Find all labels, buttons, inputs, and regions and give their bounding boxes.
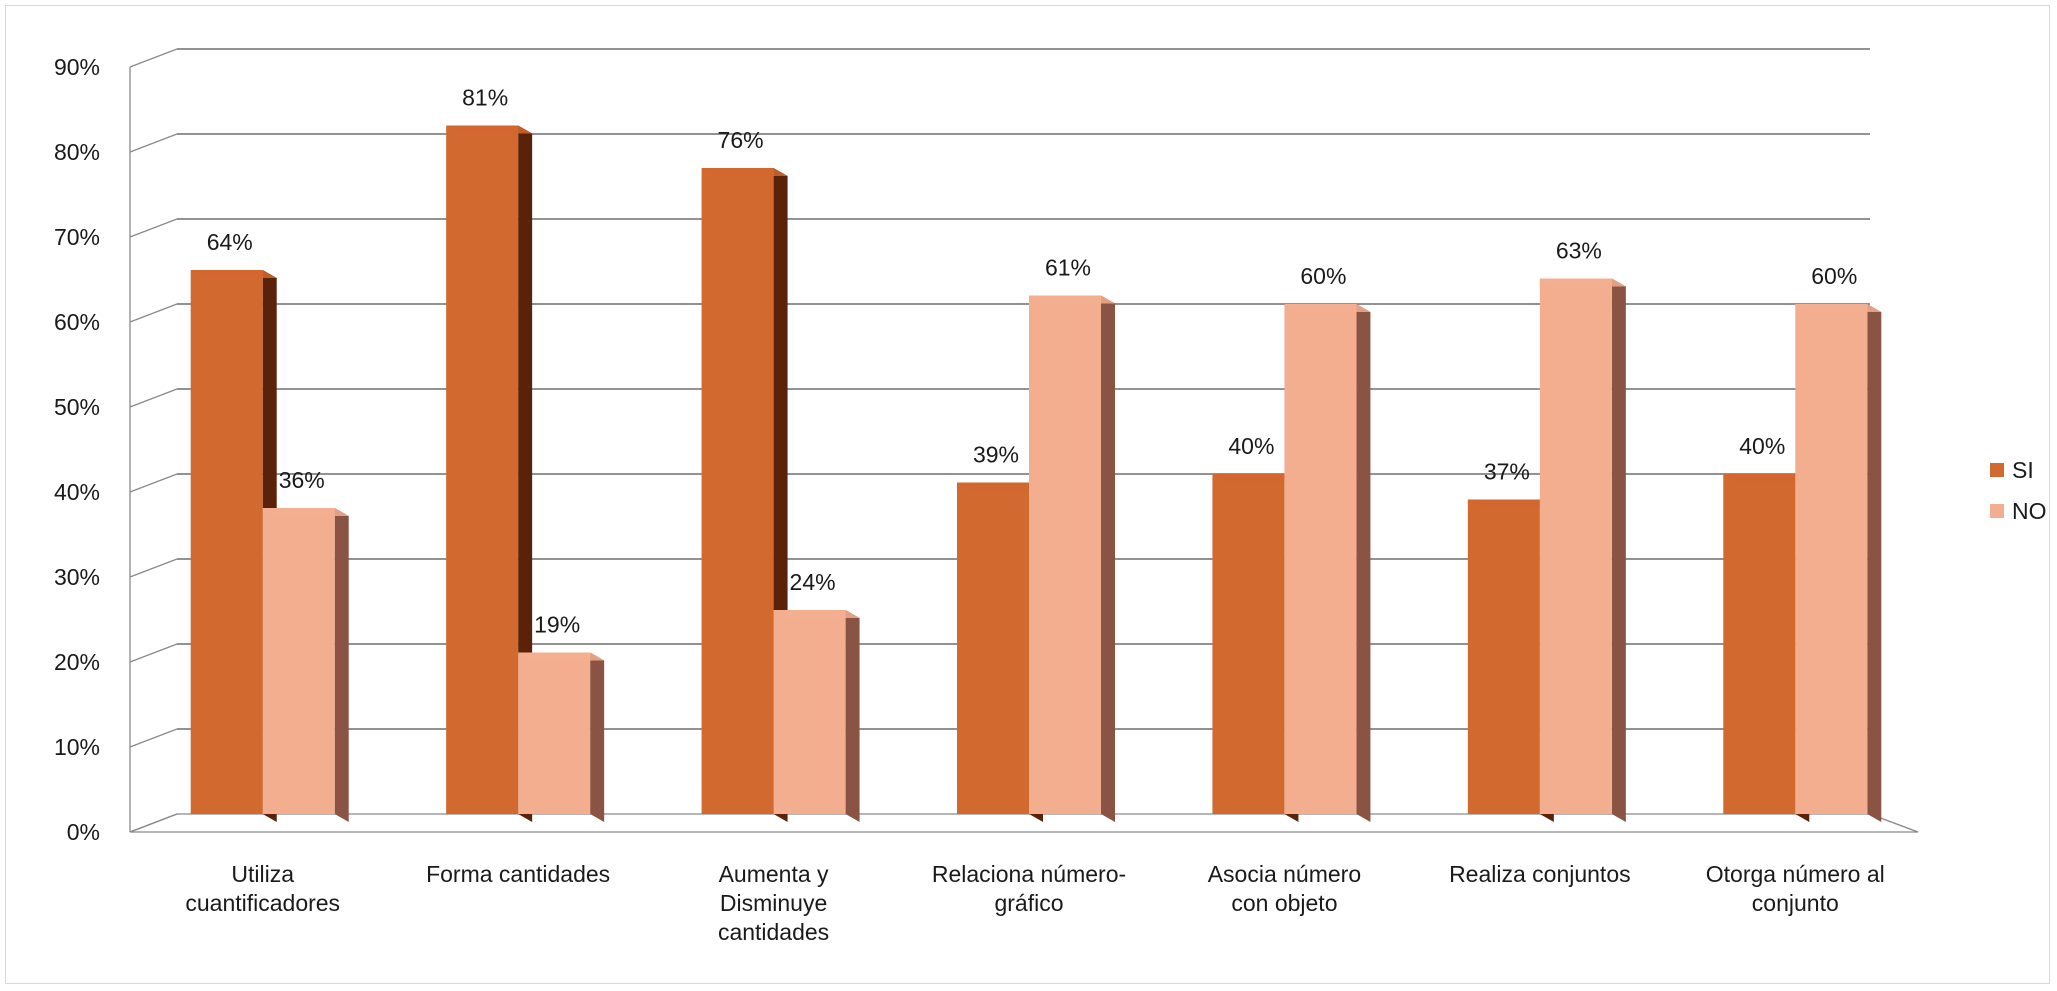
data-label: 40% [1739, 433, 1785, 459]
wall-tick [129, 473, 178, 493]
x-category-label-line: cuantificadores [185, 890, 340, 916]
bar-side-si [518, 125, 533, 822]
wall-tick [129, 388, 178, 408]
bar-top-si [1723, 474, 1810, 482]
bar-no [1284, 304, 1357, 814]
bars [190, 125, 1882, 822]
y-tick-label: 10% [54, 734, 100, 760]
x-category-label-line: Aumenta y [719, 861, 829, 887]
x-category-label-line: Utiliza [231, 861, 294, 887]
x-category-label: Otorga número al conjunto [1706, 861, 1885, 916]
data-label: 39% [973, 442, 1019, 468]
y-tick-label: 80% [54, 139, 100, 165]
bar-si [190, 270, 263, 814]
data-label: 61% [1045, 255, 1091, 281]
bar-side-no [590, 652, 605, 822]
x-category-label-line: gráfico [994, 890, 1063, 916]
x-category-label-line: Relaciona número- [932, 861, 1126, 887]
bar-side-no [1356, 304, 1371, 822]
data-label: 40% [1228, 433, 1274, 459]
wall-tick [129, 643, 178, 663]
data-label: 76% [718, 127, 764, 153]
y-tick-label: 60% [54, 309, 100, 335]
bar-top-si [1212, 474, 1299, 482]
bar-side-no [845, 610, 860, 822]
x-category-label-line: con objeto [1231, 890, 1337, 916]
bar-no [518, 652, 591, 814]
x-category-label-line: conjunto [1752, 890, 1839, 916]
x-category-label: Asocia número con objeto [1208, 861, 1361, 916]
data-label: 24% [790, 569, 836, 595]
wall-tick [129, 133, 178, 153]
bar-top-no [1284, 304, 1371, 312]
data-label: 37% [1484, 459, 1530, 485]
chart-floor [129, 813, 1919, 833]
legend-swatch-si [1990, 463, 2004, 477]
bar-top-no [1029, 295, 1115, 304]
x-category-label-line: cantidades [718, 919, 829, 945]
legend-label-no: NO [2012, 498, 2047, 524]
bar-no [262, 508, 335, 814]
bar-top-no [1795, 304, 1882, 312]
y-tick-label: 70% [54, 224, 100, 250]
y-tick-label: 40% [54, 479, 100, 505]
data-label: 36% [279, 467, 325, 493]
bar-top-no [262, 508, 349, 516]
bar-si [1212, 474, 1285, 814]
wall-tick [129, 218, 178, 238]
bar-si [1723, 474, 1796, 814]
legend-swatch-no [1990, 504, 2004, 518]
bar-side-no [1101, 295, 1115, 822]
data-label: 63% [1556, 238, 1602, 264]
y-tick-label: 30% [54, 564, 100, 590]
wall-tick [129, 48, 178, 68]
x-category-label: Relaciona número-gráfico [932, 861, 1126, 916]
x-category-label-line: Realiza conjuntos [1449, 861, 1631, 887]
legend-label-si: SI [2012, 457, 2034, 483]
data-labels: 64% 36% 81% 19% 76% 24% 39% 61% 40% 60% 37% 63% 40% 6… [207, 85, 1858, 638]
x-category-label: Utiliza cuantificadores [185, 861, 340, 916]
y-tick-label: 0% [67, 819, 100, 845]
data-label: 19% [534, 612, 580, 638]
bar-side-no [334, 508, 349, 822]
x-category-label-line: Otorga número al [1706, 861, 1885, 887]
chart-frame [5, 5, 2050, 984]
y-tick-label: 50% [54, 394, 100, 420]
wall-tick [129, 728, 178, 748]
bar-top-no [1539, 278, 1626, 287]
wall-tick [129, 558, 178, 578]
bar-top-no [773, 610, 860, 618]
bar-si [1467, 499, 1540, 814]
x-category-label: Forma cantidades [426, 861, 610, 887]
y-tick-label: 20% [54, 649, 100, 675]
bar-side-no [1611, 278, 1626, 822]
data-label: 64% [207, 229, 253, 255]
bar-si [446, 125, 519, 814]
bar-no [773, 610, 846, 814]
bar-no [1539, 278, 1612, 814]
bar-side-no [1867, 304, 1882, 822]
data-label: 60% [1300, 263, 1346, 289]
bar-top-si [957, 482, 1043, 491]
bar-top-si [190, 270, 277, 278]
legend: SI NO [1990, 457, 2047, 524]
x-category-label: Realiza conjuntos [1449, 861, 1631, 887]
bar-top-si [446, 125, 533, 134]
bar-top-no [518, 652, 605, 661]
x-category-label: Aumenta y Disminuye cantidades [718, 861, 829, 945]
x-category-label-line: Asocia número [1208, 861, 1361, 887]
bar-si [957, 482, 1029, 814]
data-label: 60% [1811, 263, 1857, 289]
data-label: 81% [462, 85, 508, 111]
bar-no [1029, 295, 1101, 814]
bar-top-si [1467, 499, 1554, 508]
wall-tick [129, 303, 178, 323]
y-tick-label: 90% [54, 54, 100, 80]
x-category-label-line: Forma cantidades [426, 861, 610, 887]
x-category-label-line: Disminuye [720, 890, 827, 916]
bar-si [701, 168, 774, 814]
bar-top-si [701, 168, 788, 176]
bar-no [1795, 304, 1868, 814]
